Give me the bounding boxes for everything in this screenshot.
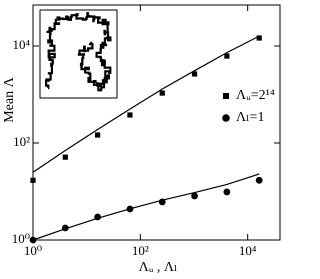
legend-label: Λᵤ=2¹⁴ [236, 88, 275, 103]
marker-circle [126, 205, 134, 213]
marker-square [30, 177, 36, 183]
fit-line [32, 173, 260, 241]
plot-frame [32, 4, 281, 241]
marker-circle [255, 176, 263, 184]
marker-square [256, 35, 262, 41]
fit-line [32, 35, 260, 173]
y-tick-label: 10⁰ [12, 231, 30, 246]
marker-square [224, 53, 230, 59]
marker-circle [223, 188, 231, 196]
marker-square [127, 112, 133, 118]
marker-circle [191, 192, 198, 200]
marker-square [191, 71, 198, 77]
legend-marker [222, 114, 230, 122]
x-axis-label: Λᵤ , Λₗ [139, 260, 178, 275]
marker-square [62, 154, 68, 160]
y-tick-label: 10² [13, 134, 30, 149]
x-tick-label: 10⁰ [24, 243, 42, 258]
marker-circle [94, 213, 102, 221]
inset-curve [45, 12, 112, 92]
marker-square [95, 132, 101, 138]
marker-circle [158, 198, 166, 206]
chart: Λᵤ , Λₗ Mean Λ 10⁰ 10² 10⁴ 10⁰ 10² 10⁴ Λᵤ=2¹⁴ Λ… [2, 4, 281, 275]
marker-circle [61, 224, 69, 232]
marker-circle [29, 236, 37, 244]
y-axis-label: Mean Λ [2, 76, 17, 122]
y-tick-label: 10⁴ [12, 37, 30, 52]
marker-square [159, 90, 165, 96]
x-tick-label: 10² [132, 243, 149, 258]
legend-label: Λₗ=1 [236, 110, 264, 125]
legend-marker [223, 93, 229, 99]
x-tick-label: 10⁴ [239, 243, 257, 258]
